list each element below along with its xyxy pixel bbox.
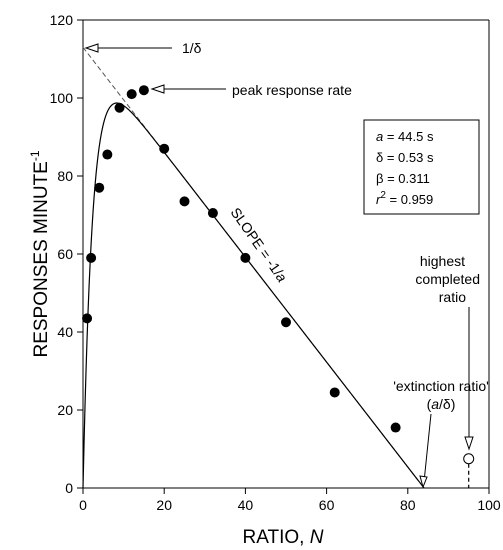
y-ticks: 0 20 40 60 80 100 120 bbox=[50, 12, 83, 496]
data-point-12 bbox=[281, 317, 291, 328]
highest-label-line3: ratio bbox=[439, 289, 466, 305]
one-over-delta-label: 1/δ bbox=[182, 40, 202, 56]
y-tick-label-20: 20 bbox=[57, 402, 73, 418]
data-point-3 bbox=[94, 182, 105, 193]
model-curve bbox=[82, 102, 425, 489]
slope-label: SLOPE = -1/a bbox=[228, 205, 291, 285]
y-tick-label-120: 120 bbox=[50, 12, 74, 28]
data-point-8 bbox=[159, 143, 170, 154]
x-tick-label-80: 80 bbox=[400, 497, 416, 513]
x-axis-title-var: N bbox=[310, 527, 324, 548]
highest-arrowhead bbox=[464, 436, 474, 451]
data-points bbox=[82, 85, 401, 433]
x-tick-label-100: 100 bbox=[477, 497, 501, 513]
param-beta: β = 0.311 bbox=[376, 171, 430, 186]
y-tick-label-0: 0 bbox=[65, 480, 73, 496]
peak-label: peak response rate bbox=[232, 82, 352, 98]
data-point-14 bbox=[390, 422, 401, 433]
data-point-4 bbox=[102, 149, 113, 160]
param-r2: r2 = 0.959 bbox=[376, 190, 433, 207]
one-over-delta-arrowhead bbox=[84, 43, 99, 53]
y-axis-title: RESPONSES MINUTE-1 bbox=[28, 150, 52, 357]
y-tick-label-100: 100 bbox=[50, 90, 74, 106]
x-tick-label-20: 20 bbox=[156, 497, 172, 513]
data-point-9 bbox=[179, 196, 190, 207]
data-point-7 bbox=[138, 85, 149, 96]
extinction-arrow bbox=[423, 413, 432, 483]
extinction-label-line2: (a/δ) bbox=[427, 396, 456, 412]
x-tick-label-0: 0 bbox=[79, 497, 87, 513]
param-a: a = 44.5 s bbox=[376, 129, 434, 144]
data-point-6 bbox=[126, 89, 137, 100]
data-point-10 bbox=[207, 208, 218, 219]
data-point-13 bbox=[329, 387, 340, 398]
y-tick-label-80: 80 bbox=[57, 168, 73, 184]
data-point-2 bbox=[86, 252, 97, 263]
y-tick-label-40: 40 bbox=[57, 324, 73, 340]
x-tick-label-60: 60 bbox=[319, 497, 335, 513]
x-axis-title: RATIO, N bbox=[243, 527, 324, 548]
extinction-label-line1: 'extinction ratio' bbox=[393, 378, 489, 394]
x-ticks: 0 20 40 60 80 100 bbox=[79, 488, 501, 513]
highest-label-line2: completed bbox=[415, 271, 480, 287]
x-tick-label-40: 40 bbox=[238, 497, 254, 513]
param-delta: δ = 0.53 s bbox=[376, 150, 434, 165]
data-point-1 bbox=[82, 313, 93, 324]
highest-completed-ratio-point bbox=[463, 453, 475, 465]
param-r2-sup: 2 bbox=[380, 190, 386, 201]
y-tick-label-60: 60 bbox=[57, 246, 73, 262]
extinction-arrowhead bbox=[419, 475, 428, 489]
data-point-11 bbox=[240, 252, 251, 263]
highest-label-line1: highest bbox=[420, 253, 465, 269]
peak-arrowhead bbox=[150, 84, 165, 94]
y-axis-title-sup: -1 bbox=[28, 150, 42, 161]
data-point-5 bbox=[114, 102, 125, 113]
params-box bbox=[363, 119, 480, 215]
